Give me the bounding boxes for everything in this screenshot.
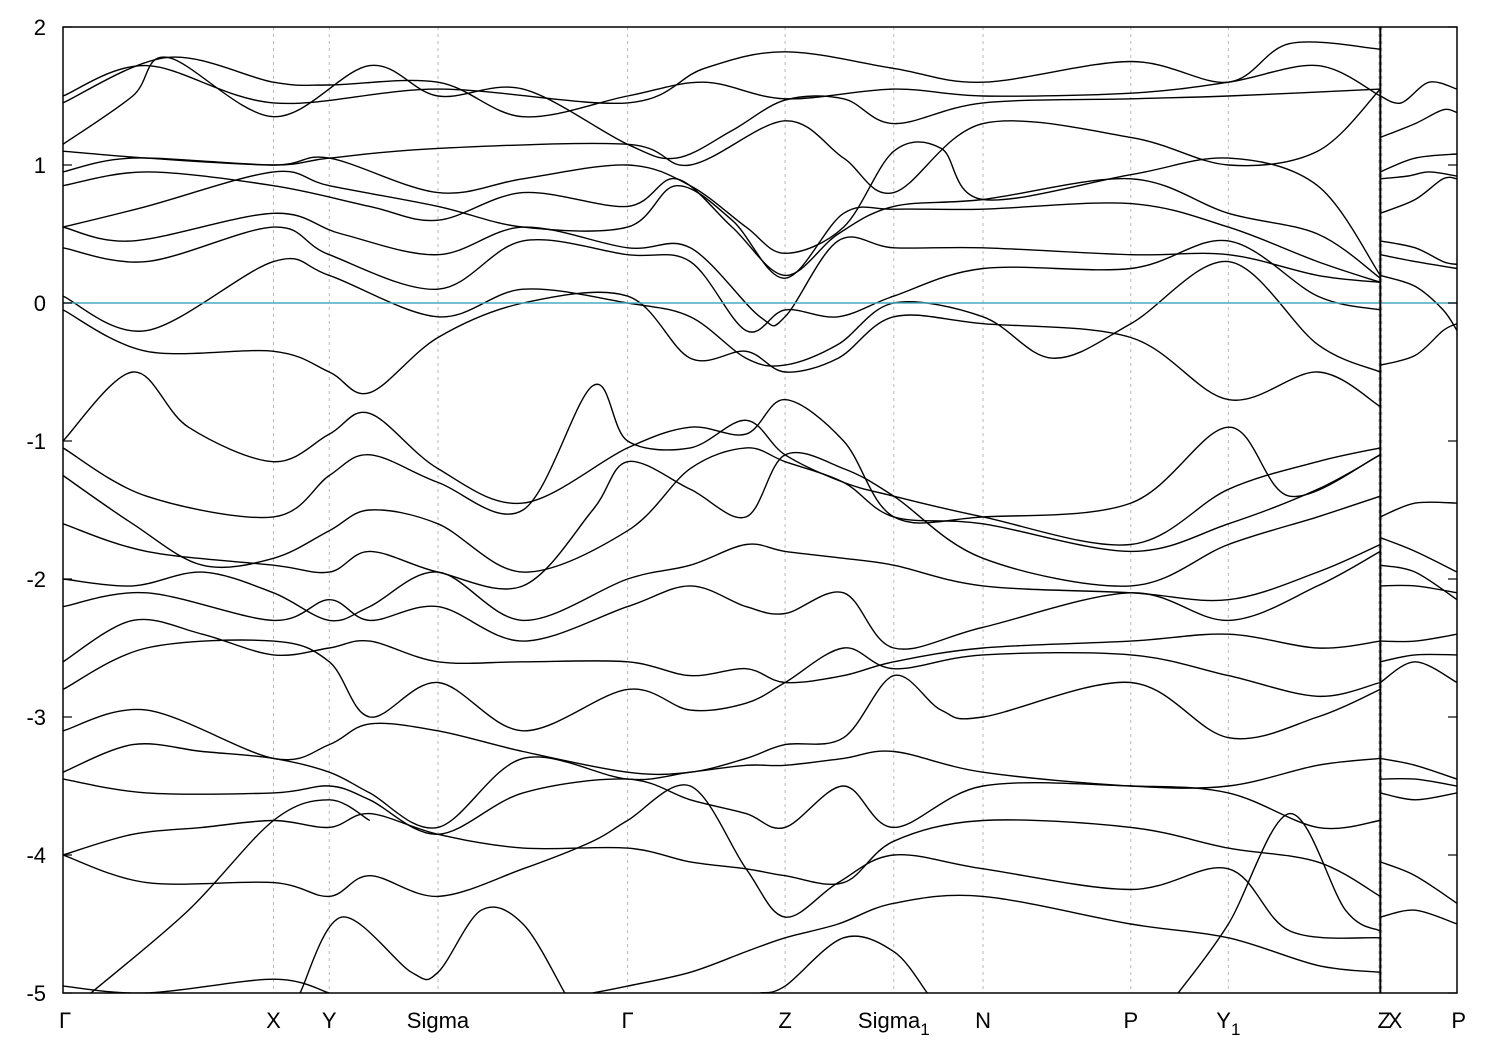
band-line-42: [1380, 584, 1457, 594]
band-series-group: [63, 41, 1457, 993]
y-tick-label-0: 2: [34, 15, 46, 40]
band-line-36: [1380, 254, 1457, 270]
band-line-1: [63, 56, 1381, 118]
band-line-46: [1380, 757, 1457, 780]
x-tick-label-11: X: [1388, 1008, 1403, 1033]
x-tick-label-3: Sigma: [407, 1008, 470, 1033]
band-line-9: [63, 257, 1381, 373]
band-line-48: [1380, 792, 1457, 801]
y-axis-ticks: 2 1 0 -1 -2 -3 -4 -5: [26, 15, 1457, 1006]
band-line-21: [63, 778, 1381, 836]
band-line-32: [1380, 153, 1457, 173]
band-line-27: [592, 894, 1381, 993]
band-line-12: [63, 383, 1381, 546]
band-line-30: [1380, 81, 1457, 105]
band-line-3: [63, 88, 1381, 195]
band-line-4: [63, 141, 1381, 276]
band-line-13: [63, 447, 1381, 573]
y-tick-label-3: -1: [26, 429, 46, 454]
band-line-47: [1380, 777, 1457, 787]
x-tick-label-7: N: [975, 1008, 991, 1033]
band-line-28: [759, 935, 928, 993]
x-tick-label-2: Y: [322, 1008, 337, 1033]
y-tick-label-1: 1: [34, 153, 46, 178]
band-line-8: [63, 226, 1381, 333]
band-line-2: [63, 56, 1381, 160]
plot-frame: [62, 26, 1458, 994]
band-line-20: [63, 743, 1381, 829]
band-line-29: [1177, 812, 1381, 993]
band-line-35: [1380, 240, 1457, 266]
band-line-10: [63, 291, 1381, 408]
band-line-37: [1380, 274, 1457, 331]
y-tick-label-5: -3: [26, 705, 46, 730]
y-tick-label-2: 0: [34, 291, 46, 316]
band-line-14: [63, 451, 1381, 590]
x-axis-ticks: Γ X Y Sigma Γ Z Sigma1 N P Y1 ZX P: [59, 1008, 1466, 1039]
x-tick-label-subscript-6: 1: [920, 1020, 929, 1039]
x-tick-label-subscript-9: 1: [1231, 1020, 1240, 1039]
band-line-31: [1380, 108, 1457, 139]
x-tick-label-10: Z: [1377, 1008, 1390, 1033]
band-line-43: [1380, 633, 1457, 643]
band-line-40: [1380, 536, 1457, 573]
band-line-5: [63, 171, 1381, 279]
y-tick-label-7: -5: [26, 981, 46, 1006]
y-tick-label-6: -4: [26, 843, 46, 868]
band-line-41: [1380, 564, 1457, 601]
band-line-44: [1380, 653, 1457, 663]
band-line-49: [1380, 861, 1457, 904]
band-line-39: [1380, 501, 1457, 518]
y-tick-label-4: -2: [26, 567, 46, 592]
x-tick-label-6: Sigma1: [858, 1008, 930, 1039]
band-line-38: [1380, 323, 1457, 366]
x-tick-label-1: X: [266, 1008, 281, 1033]
band-line-15: [63, 543, 1381, 622]
band-line-0: [63, 41, 1381, 105]
x-tick-label-4: Γ: [622, 1008, 634, 1033]
x-tick-label-12: P: [1451, 1008, 1466, 1033]
band-line-25: [90, 799, 371, 993]
kpoint-guide-lines: [272, 27, 1383, 993]
band-line-23: [63, 784, 1381, 939]
band-line-45: [1379, 661, 1457, 684]
band-line-19: [63, 674, 1381, 776]
band-line-17: [63, 618, 1381, 684]
x-tick-label-0: Γ: [59, 1008, 71, 1033]
band-line-50: [1380, 909, 1457, 925]
band-line-26: [299, 906, 566, 993]
band-line-7: [63, 212, 1381, 327]
band-line-24: [63, 978, 330, 993]
band-line-6: [63, 170, 1381, 283]
x-tick-label-8: P: [1123, 1008, 1138, 1033]
band-line-11: [63, 371, 1381, 524]
band-line-18: [63, 639, 1381, 732]
x-tick-label-5: Z: [778, 1008, 791, 1033]
x-tick-label-9: Y1: [1216, 1008, 1240, 1039]
band-line-33: [1380, 171, 1457, 180]
band-line-16: [63, 550, 1381, 650]
band-line-34: [1380, 176, 1457, 214]
